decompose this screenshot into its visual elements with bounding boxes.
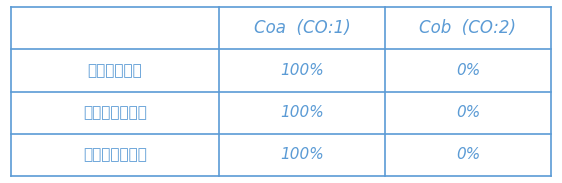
Text: 다문화가정성인: 다문화가정성인 — [83, 147, 147, 162]
Text: 100%: 100% — [280, 147, 324, 162]
Text: 0%: 0% — [456, 147, 480, 162]
Text: 0%: 0% — [456, 105, 480, 120]
Text: 다문화가정자녀: 다문화가정자녀 — [83, 105, 147, 120]
Text: Cob  (CO:2): Cob (CO:2) — [419, 19, 516, 37]
Text: 0%: 0% — [456, 63, 480, 78]
Text: 100%: 100% — [280, 63, 324, 78]
Text: 100%: 100% — [280, 105, 324, 120]
Text: 일반가정자녀: 일반가정자녀 — [88, 63, 143, 78]
Text: Coa  (CO:1): Coa (CO:1) — [253, 19, 351, 37]
